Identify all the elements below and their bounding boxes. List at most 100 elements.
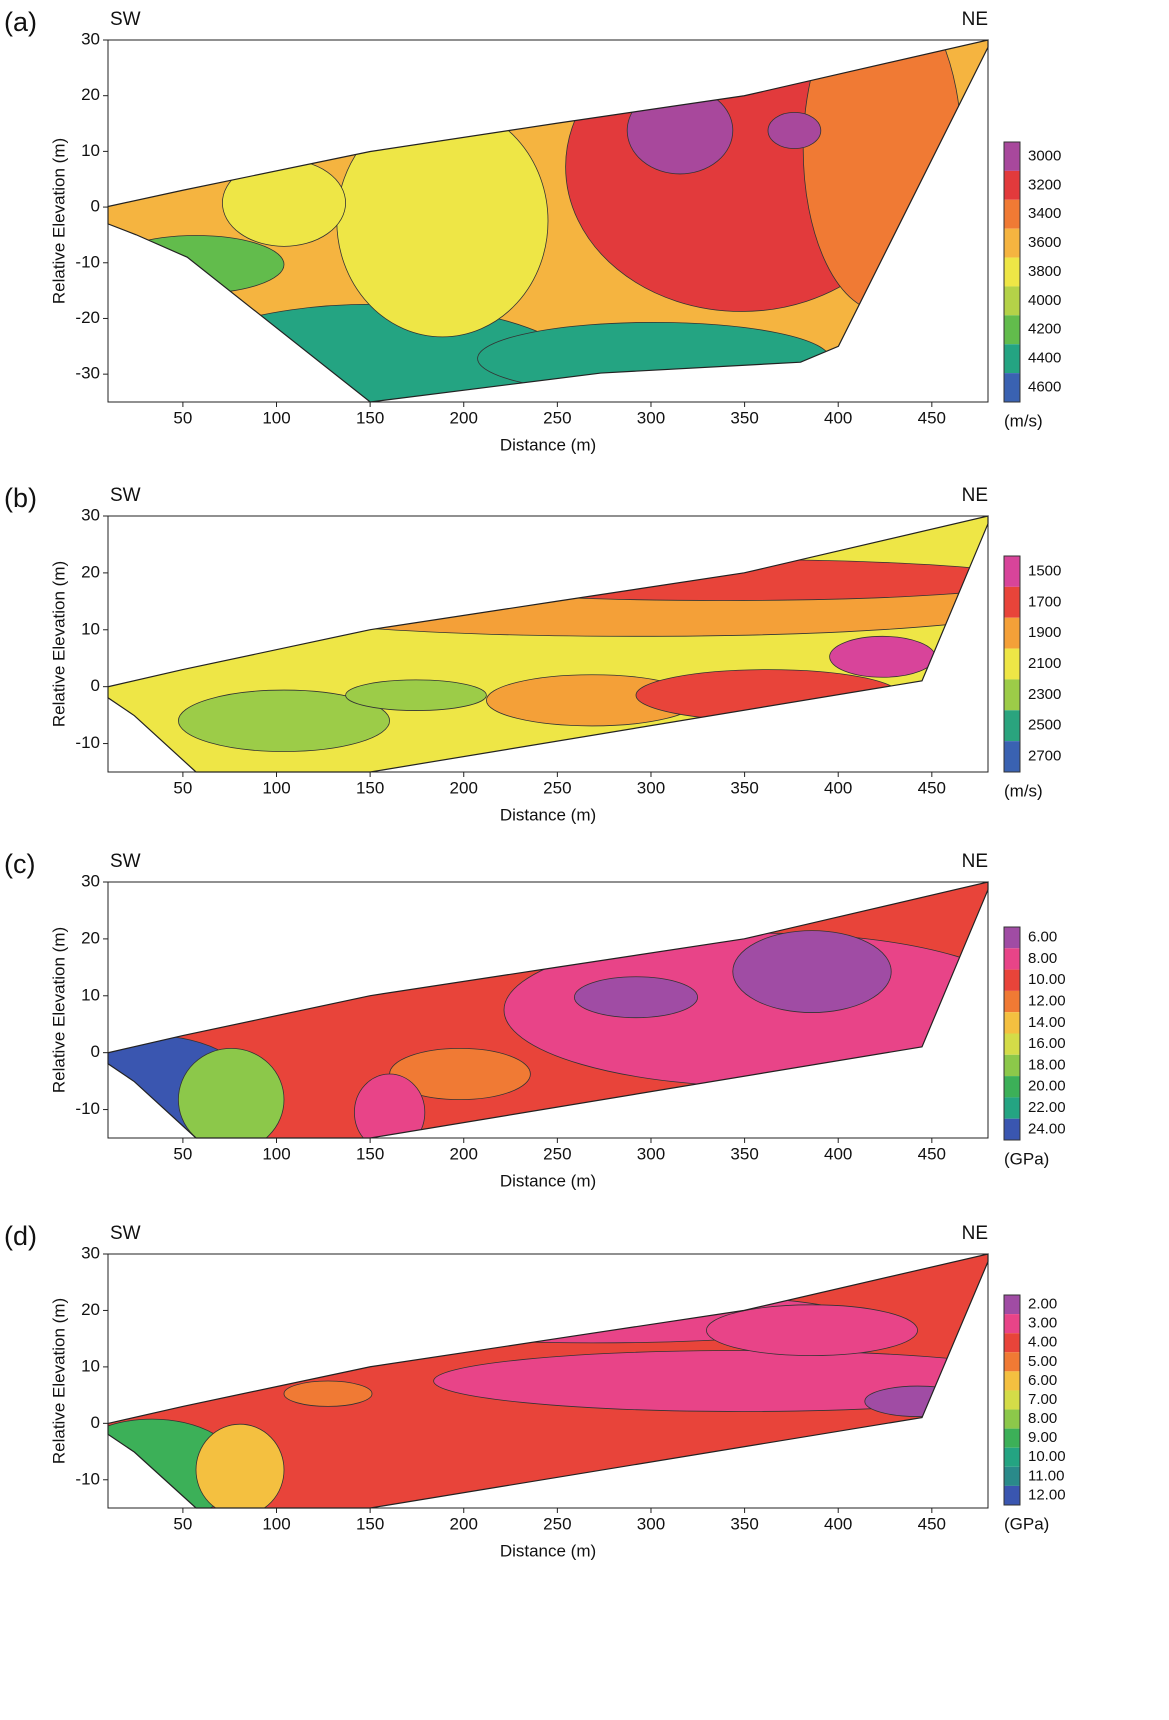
panel: 50 100 150 200 250 300 350 400 450 -10 0 10 20 30 Dist…	[4, 1221, 1066, 1560]
colorbar-swatch	[1004, 373, 1020, 402]
contour-zone	[353, 1073, 426, 1138]
colorbar-swatch	[1004, 1485, 1020, 1505]
colorbar-label: 1500	[1028, 562, 1061, 579]
y-tick-label: 10	[81, 141, 100, 160]
colorbar-swatch	[1004, 969, 1020, 991]
colorbar-label: 4.00	[1028, 1334, 1057, 1351]
y-tick-label: 0	[91, 1413, 100, 1432]
colorbar-unit: (m/s)	[1004, 411, 1043, 430]
section-fill	[108, 516, 988, 772]
x-tick-label: 50	[173, 778, 192, 797]
colorbar-label: 24.00	[1028, 1120, 1066, 1137]
contour-zone	[574, 976, 699, 1019]
x-tick-label: 150	[356, 1514, 384, 1533]
colorbar-label: 4600	[1028, 379, 1061, 396]
x-tick-label: 250	[543, 1144, 571, 1163]
y-tick-label: 30	[81, 29, 100, 48]
colorbar-label: 9.00	[1028, 1429, 1057, 1446]
colorbar-swatch	[1004, 344, 1020, 374]
colorbar-label: 4000	[1028, 292, 1061, 309]
colorbar-swatch	[1004, 170, 1020, 200]
panel: 50 100 150 200 250 300 350 400 450 -10 0 10 20 30 Dist…	[4, 483, 1061, 824]
contour-zone	[221, 159, 346, 247]
colorbar-label: 7.00	[1028, 1391, 1057, 1408]
x-tick-label: 400	[824, 1514, 852, 1533]
x-tick-label: 150	[356, 1144, 384, 1163]
y-axis-title: Relative Elevation (m)	[49, 1298, 68, 1464]
colorbar-label: 4400	[1028, 350, 1061, 367]
x-tick-label: 350	[730, 408, 758, 427]
x-tick-label: 450	[918, 1144, 946, 1163]
x-tick-label: 250	[543, 408, 571, 427]
x-tick-label: 50	[173, 1514, 192, 1533]
x-tick-label: 100	[262, 1514, 290, 1533]
colorbar-label: 16.00	[1028, 1035, 1066, 1052]
section-fill	[108, 1254, 988, 1508]
colorbar-swatch	[1004, 199, 1020, 229]
x-tick-label: 400	[824, 1144, 852, 1163]
colorbar-swatch	[1004, 257, 1020, 287]
colorbar-label: 20.00	[1028, 1078, 1066, 1095]
left-label: SW	[110, 851, 141, 872]
x-tick-label: 200	[450, 408, 478, 427]
left-label: SW	[110, 485, 141, 506]
colorbar-swatch	[1004, 1295, 1020, 1315]
x-tick-label: 300	[637, 778, 665, 797]
colorbar-label: 10.00	[1028, 1448, 1066, 1465]
x-tick-label: 100	[262, 778, 290, 797]
colorbar-swatch	[1004, 1012, 1020, 1034]
y-tick-label: 0	[91, 197, 100, 216]
contour-zone	[283, 1380, 373, 1407]
y-tick-label: 0	[91, 676, 100, 695]
panel: 50 100 150 200 250 300 350 400 450 -30 -20 -10 0 10 20…	[4, 7, 1061, 454]
y-axis-title: Relative Elevation (m)	[49, 927, 68, 1093]
colorbar-frame	[1003, 926, 1021, 1141]
colorbar-label: 2700	[1028, 748, 1061, 765]
x-tick-label: 400	[824, 778, 852, 797]
section-outline	[107, 39, 989, 403]
left-label: SW	[110, 1223, 141, 1244]
colorbar-swatch	[1004, 286, 1020, 316]
y-tick-label: 30	[81, 1243, 100, 1262]
contour-zone	[177, 689, 390, 752]
contour-zone	[336, 104, 549, 338]
x-tick-label: 450	[918, 778, 946, 797]
left-label: SW	[110, 9, 141, 30]
plot-frame	[107, 39, 989, 403]
colorbar-swatch	[1004, 1390, 1020, 1410]
colorbar-label: 12.00	[1028, 993, 1066, 1010]
colorbar-label: 3800	[1028, 263, 1061, 280]
x-tick-label: 100	[262, 408, 290, 427]
colorbar-label: 3.00	[1028, 1315, 1057, 1332]
colorbar-label: 8.00	[1028, 950, 1057, 967]
right-label: NE	[962, 485, 988, 506]
colorbar-label: 18.00	[1028, 1056, 1066, 1073]
contour-zone	[829, 635, 936, 678]
y-tick-label: 0	[91, 1042, 100, 1061]
colorbar-unit: (GPa)	[1004, 1149, 1049, 1168]
x-tick-label: 300	[637, 408, 665, 427]
colorbar-swatch	[1004, 927, 1020, 949]
contour-zone	[195, 1423, 285, 1508]
colorbar-swatch	[1004, 1097, 1020, 1119]
colorbar-swatch	[1004, 679, 1020, 711]
x-tick-label: 200	[450, 1144, 478, 1163]
colorbar-swatch	[1004, 556, 1020, 587]
colorbar-label: 3400	[1028, 205, 1061, 222]
colorbar-swatch	[1004, 315, 1020, 345]
y-tick-label: 20	[81, 928, 100, 947]
colorbar-label: 3600	[1028, 234, 1061, 251]
colorbar-swatch	[1004, 586, 1020, 618]
x-tick-label: 50	[173, 1144, 192, 1163]
colorbar-swatch	[1004, 1428, 1020, 1448]
section-fill	[108, 882, 988, 1138]
colorbar-swatch	[1004, 1076, 1020, 1098]
colorbar-swatch	[1004, 142, 1020, 171]
right-label: NE	[962, 851, 988, 872]
x-tick-label: 300	[637, 1144, 665, 1163]
colorbar-swatch	[1004, 948, 1020, 970]
contour-zone	[177, 1048, 285, 1138]
colorbar-label: 2.00	[1028, 1296, 1057, 1313]
contour-zone	[415, 559, 988, 601]
